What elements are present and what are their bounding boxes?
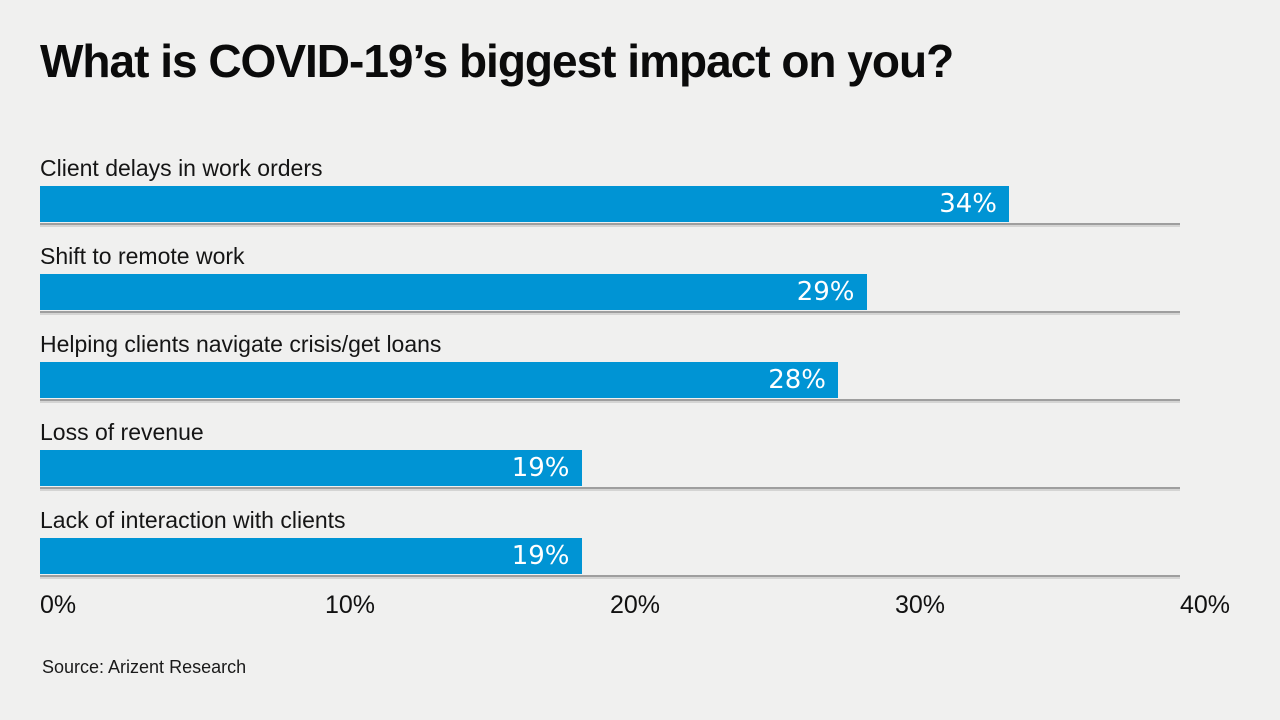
bar: 19% <box>40 450 582 486</box>
row-baseline <box>40 311 1180 313</box>
x-axis-tick: 40% <box>1180 591 1231 619</box>
bar-row: Helping clients navigate crisis/get loan… <box>40 331 1180 419</box>
x-axis-tick: 0% <box>40 591 77 619</box>
bar-value-label: 19% <box>511 453 570 483</box>
row-baseline <box>40 575 1180 577</box>
x-axis-tick: 20% <box>610 591 661 619</box>
bar-label: Client delays in work orders <box>40 155 323 181</box>
bar-label: Loss of revenue <box>40 419 204 445</box>
row-baseline <box>40 399 1180 401</box>
bar-track: 29% <box>40 274 1180 310</box>
bar: 34% <box>40 186 1009 222</box>
bar-track: 19% <box>40 450 1180 486</box>
bar-track: 34% <box>40 186 1180 222</box>
bar-row: Client delays in work orders 34% <box>40 155 1180 243</box>
bar-value-label: 29% <box>796 277 855 307</box>
x-axis-tick: 30% <box>895 591 946 619</box>
bar-row: Lack of interaction with clients 19% <box>40 507 1180 595</box>
bar: 29% <box>40 274 867 310</box>
row-baseline <box>40 223 1180 225</box>
x-axis: 0% 10% 20% 30% 40% <box>40 591 1230 622</box>
bar: 28% <box>40 362 838 398</box>
bar-value-label: 28% <box>768 365 826 395</box>
x-axis-tick: 10% <box>325 591 376 619</box>
row-baseline <box>40 487 1180 489</box>
source-credit: Source: Arizent Research <box>42 657 247 677</box>
bar-track: 19% <box>40 538 1180 574</box>
bar-row: Loss of revenue 19% <box>40 419 1180 507</box>
bar-chart: Client delays in work orders 34% Shift t… <box>40 155 1180 595</box>
bar-value-label: 34% <box>939 189 997 219</box>
bar-row: Shift to remote work 29% <box>40 243 1180 331</box>
bar-track: 28% <box>40 362 1180 398</box>
bar-label: Shift to remote work <box>40 243 245 269</box>
chart-title: What is COVID-19’s biggest impact on you… <box>40 35 954 87</box>
bar-value-label: 19% <box>511 541 570 571</box>
bar-label: Helping clients navigate crisis/get loan… <box>40 331 442 357</box>
bar: 19% <box>40 538 582 574</box>
bar-label: Lack of interaction with clients <box>40 507 346 533</box>
